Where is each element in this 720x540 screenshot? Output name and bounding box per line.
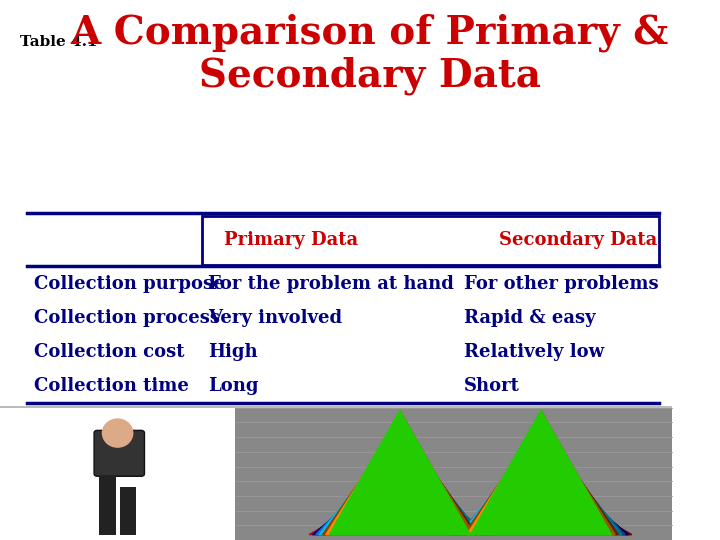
Polygon shape xyxy=(312,462,487,535)
Polygon shape xyxy=(464,423,618,535)
Polygon shape xyxy=(316,446,484,535)
Text: High: High xyxy=(208,343,258,361)
Polygon shape xyxy=(400,446,487,535)
Text: For other problems: For other problems xyxy=(464,275,658,293)
Polygon shape xyxy=(541,410,615,535)
Polygon shape xyxy=(323,423,477,535)
Bar xyxy=(0,408,235,540)
Bar xyxy=(235,408,672,540)
Text: For the problem at hand: For the problem at hand xyxy=(208,275,454,293)
Polygon shape xyxy=(541,417,618,535)
Ellipse shape xyxy=(102,419,132,447)
Polygon shape xyxy=(400,417,477,535)
Polygon shape xyxy=(467,417,615,535)
Polygon shape xyxy=(319,431,480,535)
Text: A Comparison of Primary &: A Comparison of Primary & xyxy=(71,14,669,52)
FancyBboxPatch shape xyxy=(202,216,659,265)
Text: Secondary Data: Secondary Data xyxy=(199,57,541,95)
Text: Secondary Data: Secondary Data xyxy=(499,231,657,249)
Polygon shape xyxy=(457,446,625,535)
Polygon shape xyxy=(400,431,484,535)
Polygon shape xyxy=(460,431,621,535)
Polygon shape xyxy=(450,483,631,535)
Text: Relatively low: Relatively low xyxy=(464,343,604,361)
Polygon shape xyxy=(309,483,490,535)
Text: Table 4.1: Table 4.1 xyxy=(20,35,98,49)
Polygon shape xyxy=(454,462,629,535)
Text: Primary Data: Primary Data xyxy=(224,231,358,249)
Text: Very involved: Very involved xyxy=(208,309,343,327)
Bar xyxy=(120,487,136,535)
Polygon shape xyxy=(400,462,490,535)
Polygon shape xyxy=(400,423,480,535)
Text: Long: Long xyxy=(208,377,258,395)
Text: Collection time: Collection time xyxy=(34,377,189,395)
Text: Collection purpose: Collection purpose xyxy=(34,275,224,293)
Text: Rapid & easy: Rapid & easy xyxy=(464,309,595,327)
Text: Collection cost: Collection cost xyxy=(34,343,184,361)
Polygon shape xyxy=(400,410,474,535)
Polygon shape xyxy=(541,446,629,535)
Bar xyxy=(99,476,116,535)
Polygon shape xyxy=(541,462,631,535)
Polygon shape xyxy=(470,410,611,535)
Polygon shape xyxy=(326,417,474,535)
Polygon shape xyxy=(541,431,625,535)
Polygon shape xyxy=(329,410,470,535)
Polygon shape xyxy=(541,423,621,535)
Bar xyxy=(0,406,672,540)
Text: Collection process: Collection process xyxy=(34,309,220,327)
Text: Short: Short xyxy=(464,377,520,395)
FancyBboxPatch shape xyxy=(94,430,145,476)
